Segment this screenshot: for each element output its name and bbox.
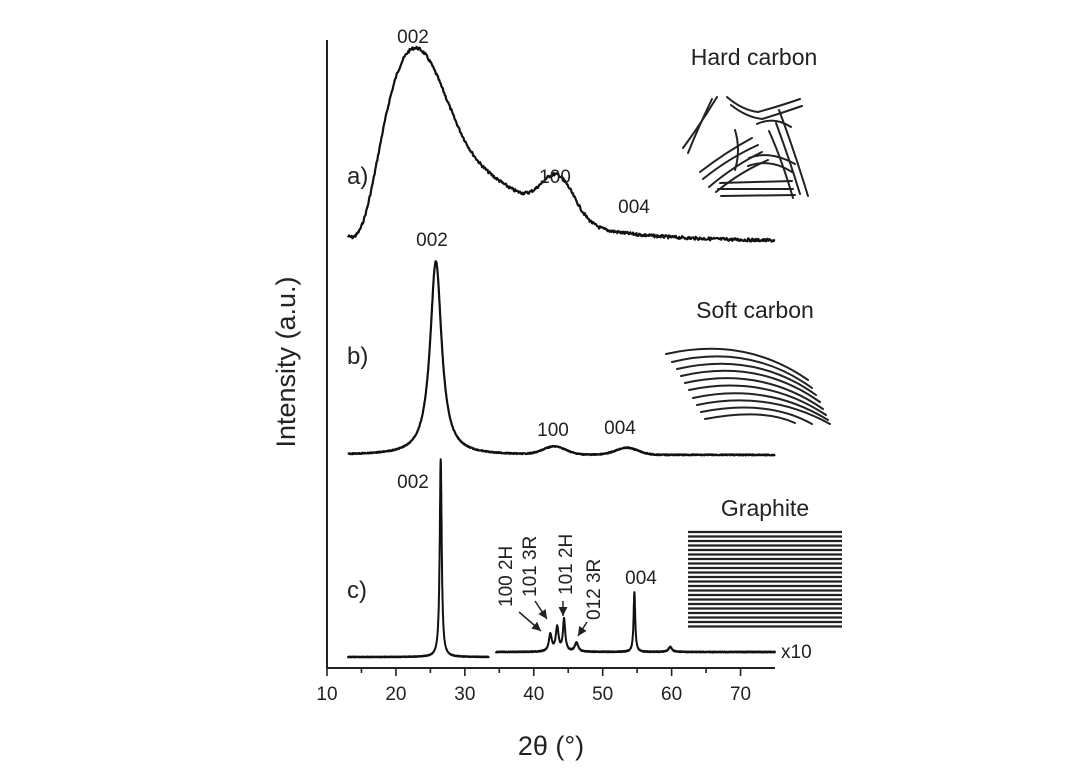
material-label: Graphite — [721, 495, 809, 521]
peak-label: 100 — [539, 167, 571, 188]
panel-tag: b) — [347, 343, 368, 370]
soft-carbon-structure-sketch — [665, 347, 831, 425]
peak-label-rotated: 101 2H — [556, 534, 577, 595]
traces — [346, 45, 776, 659]
peak-arrow — [534, 600, 548, 620]
hard-carbon-structure-sketch — [682, 96, 809, 199]
x-tick-label: 50 — [592, 684, 613, 705]
graphite-trace-low-angle — [346, 458, 490, 659]
peak-arrow — [577, 621, 588, 637]
peak-label: 004 — [618, 197, 650, 218]
material-label: Hard carbon — [691, 44, 818, 70]
annotations: a) b) c) Hard carbon Soft carbon Graphite 002 1… — [347, 27, 817, 663]
x-axis-title: 2θ (°) — [518, 731, 584, 761]
graphite-trace-high-angle — [494, 591, 776, 654]
x-tick-label: 70 — [730, 684, 751, 705]
x-tick-label: 20 — [385, 684, 406, 705]
graphite-structure-sketch — [688, 530, 842, 628]
peak-label: 004 — [625, 568, 657, 589]
peak-label: 002 — [397, 27, 429, 48]
peak-label-rotated: 012 3R — [584, 559, 605, 620]
panel-tag: c) — [347, 577, 367, 604]
x-tick-label: 10 — [316, 684, 337, 705]
peak-label: 100 — [537, 420, 569, 441]
soft-carbon-trace — [346, 260, 776, 457]
scale-note: x10 — [781, 642, 812, 663]
x-tick-label: 30 — [454, 684, 475, 705]
x-tick-label: 40 — [523, 684, 544, 705]
x-tick-label: 60 — [661, 684, 682, 705]
peak-label: 002 — [397, 472, 429, 493]
hard-carbon-trace — [346, 45, 776, 243]
peak-label: 002 — [416, 230, 448, 251]
material-label: Soft carbon — [696, 297, 814, 323]
peak-arrow — [518, 611, 542, 632]
peak-label-rotated: 101 3R — [520, 536, 541, 597]
peak-label: 004 — [604, 418, 636, 439]
panel-tag: a) — [347, 163, 368, 190]
axes: 10 20 30 40 50 60 70 2θ (°) Intensity (a.u.) — [271, 40, 775, 761]
peak-label-rotated: 100 2H — [496, 546, 517, 607]
y-axis-title: Intensity (a.u.) — [271, 276, 301, 447]
